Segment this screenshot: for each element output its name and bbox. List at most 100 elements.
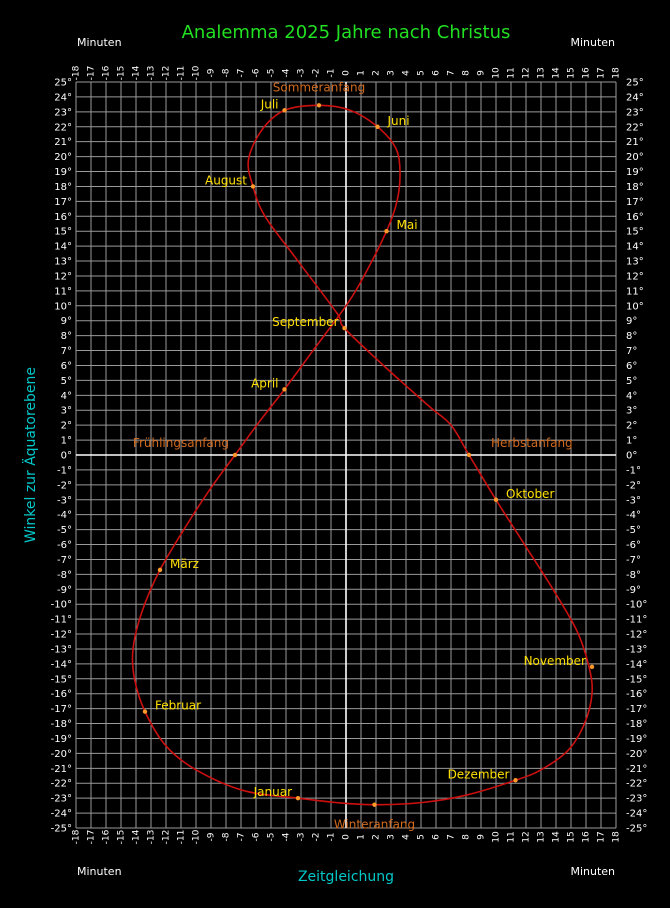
- x-unit-label-bottom-left: Minuten: [77, 865, 122, 878]
- x-tick-label-top: 9: [477, 70, 487, 76]
- y-tick-label-left: 3°: [61, 406, 72, 417]
- x-unit-label-top-right: Minuten: [570, 36, 615, 49]
- x-tick-label-top: -17: [87, 66, 97, 81]
- x-tick-label-top: -5: [267, 69, 277, 78]
- y-tick-label-right: -13°: [626, 644, 647, 655]
- y-tick-label-left: -12°: [51, 630, 72, 641]
- y-tick-label-left: -11°: [51, 615, 72, 626]
- x-tick-label-top: -7: [237, 69, 247, 78]
- x-tick-label-top: 3: [387, 70, 397, 76]
- month-label: Juli: [260, 97, 279, 111]
- y-tick-label-right: -6°: [626, 540, 641, 551]
- y-tick-label-left: 0°: [61, 451, 72, 462]
- y-tick-label-right: -16°: [626, 689, 647, 700]
- x-tick-label-top: -2: [312, 69, 322, 78]
- x-tick-label-top: -10: [192, 65, 202, 80]
- x-tick-label-top: 5: [417, 70, 427, 76]
- y-tick-label-left: 20°: [54, 152, 72, 163]
- y-tick-label-right: 19°: [626, 167, 644, 178]
- y-tick-label-right: -3°: [626, 495, 641, 506]
- y-tick-label-left: 21°: [54, 137, 72, 148]
- x-tick-label-bottom: -18: [72, 829, 82, 844]
- y-tick-label-right: 20°: [626, 152, 644, 163]
- season-marker: [232, 452, 238, 458]
- tick-labels: -18-18-17-17-16-16-15-15-14-14-13-13-12-…: [51, 65, 648, 844]
- x-tick-label-top: 14: [552, 67, 562, 79]
- y-tick-label-right: 10°: [626, 301, 644, 312]
- y-tick-label-left: -24°: [51, 809, 72, 820]
- season-label: Frühlingsanfang: [133, 436, 229, 450]
- x-tick-label-bottom: 3: [387, 834, 397, 840]
- x-tick-label-top: -18: [72, 65, 82, 80]
- y-tick-label-left: 18°: [54, 182, 72, 193]
- y-tick-label-left: -22°: [51, 779, 72, 790]
- x-unit-label-bottom-right: Minuten: [570, 865, 615, 878]
- x-tick-label-top: 0: [342, 70, 352, 76]
- analemma-curve: [131, 104, 593, 806]
- y-tick-label-right: 9°: [626, 316, 637, 327]
- x-axis-title: Zeitgleichung: [298, 869, 394, 885]
- y-tick-label-right: 6°: [626, 361, 637, 372]
- month-marker: [384, 229, 389, 234]
- y-tick-label-right: -5°: [626, 525, 641, 536]
- y-tick-label-left: -9°: [57, 585, 72, 596]
- y-tick-label-right: 22°: [626, 122, 644, 133]
- y-tick-label-right: 0°: [626, 451, 637, 462]
- y-tick-label-right: -21°: [626, 764, 647, 775]
- y-tick-label-left: 4°: [61, 391, 72, 402]
- month-marker: [157, 567, 163, 573]
- x-tick-label-top: 16: [582, 67, 592, 79]
- x-tick-label-bottom: -5: [267, 833, 277, 842]
- y-tick-label-left: 25°: [54, 78, 72, 89]
- y-tick-label-left: 8°: [61, 331, 72, 342]
- x-tick-label-bottom: 16: [582, 831, 592, 843]
- y-tick-label-right: 23°: [626, 107, 644, 118]
- x-tick-label-bottom: -16: [102, 829, 112, 844]
- y-tick-label-left: -4°: [57, 510, 72, 521]
- x-tick-label-top: -9: [207, 68, 217, 77]
- x-tick-label-bottom: 18: [612, 831, 622, 843]
- month-marker: [589, 664, 595, 670]
- x-tick-label-top: -15: [117, 66, 127, 81]
- month-marker: [142, 709, 148, 714]
- y-tick-label-left: 10°: [54, 301, 72, 312]
- x-tick-label-bottom: -10: [192, 829, 202, 844]
- y-tick-label-left: -5°: [57, 525, 72, 536]
- x-tick-label-bottom: 15: [567, 831, 577, 842]
- x-tick-label-bottom: -6: [252, 832, 262, 841]
- month-label: September: [272, 315, 338, 329]
- x-tick-label-bottom: -14: [132, 829, 142, 844]
- x-tick-label-bottom: 12: [522, 831, 532, 842]
- month-label: Oktober: [506, 487, 554, 501]
- y-tick-label-left: -18°: [51, 719, 72, 730]
- x-tick-label-top: 1: [357, 70, 367, 76]
- season-marker: [372, 802, 377, 807]
- y-tick-label-left: -15°: [51, 674, 72, 685]
- x-tick-label-bottom: -9: [207, 832, 217, 841]
- x-tick-label-bottom: 6: [432, 834, 442, 840]
- y-tick-label-left: 2°: [61, 421, 72, 432]
- season-marker: [316, 103, 322, 108]
- y-tick-label-right: 2°: [626, 421, 637, 432]
- season-marker: [466, 452, 472, 458]
- y-tick-label-right: -8°: [626, 570, 641, 581]
- month-label: Juni: [387, 114, 410, 128]
- chart-title: Analemma 2025 Jahre nach Christus: [182, 22, 511, 43]
- x-tick-label-bottom: -7: [237, 833, 247, 842]
- y-tick-label-right: 5°: [626, 376, 637, 387]
- x-tick-label-top: 7: [447, 70, 457, 76]
- month-marker: [375, 124, 380, 129]
- x-tick-label-bottom: 0: [342, 834, 352, 840]
- y-tick-label-left: 19°: [54, 167, 72, 178]
- x-tick-label-bottom: 2: [372, 834, 382, 840]
- x-tick-label-top: -12: [162, 66, 172, 81]
- y-tick-label-right: -17°: [626, 704, 647, 715]
- x-tick-label-top: -3: [297, 69, 307, 78]
- x-tick-label-top: -16: [102, 65, 112, 80]
- month-label: Dezember: [448, 767, 510, 781]
- y-tick-label-right: 18°: [626, 182, 644, 193]
- x-tick-label-bottom: 10: [492, 831, 502, 843]
- y-tick-label-left: -7°: [57, 555, 72, 566]
- x-tick-label-top: 10: [492, 67, 502, 79]
